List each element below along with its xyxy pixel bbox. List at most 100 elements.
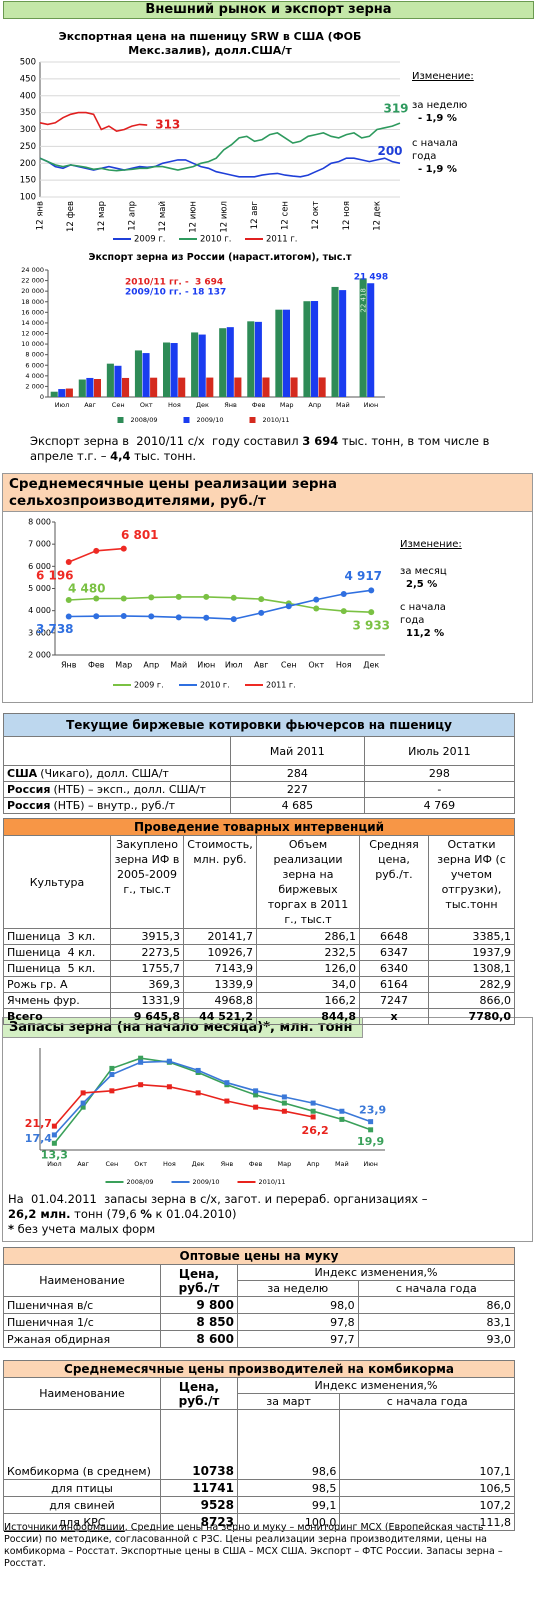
series-line: [68, 589, 372, 620]
bar: [275, 309, 283, 397]
value-label: 26,2: [302, 1124, 329, 1137]
text-run: *: [8, 1222, 15, 1236]
table-cell: для птицы: [3, 1479, 161, 1497]
table-row: Наименование Цена, руб./т Индекс изменения…: [3, 1377, 515, 1410]
text-run: тыс. тонн, в том числе в апреле т.г. –: [30, 434, 494, 463]
x-tick-label: Мар: [115, 661, 132, 670]
chart-title: Экспорт зерна из России (нараст.итогом),…: [88, 252, 352, 263]
legend-label: 2011 г.: [266, 235, 298, 245]
column-header: Стоимость, млн. руб.: [183, 835, 257, 929]
table-cell: х: [359, 1008, 429, 1025]
point: [281, 1108, 287, 1114]
table-cell: 98,6: [236, 1409, 341, 1480]
table-cell: 86,0: [357, 1296, 516, 1314]
column-header: Цена, руб./т: [160, 1377, 238, 1410]
x-tick-label: Сен: [105, 1160, 118, 1168]
table-cell: 9 800: [160, 1296, 238, 1314]
value-label: 3 738: [36, 622, 74, 636]
point: [148, 594, 155, 601]
value-label: 6 801: [121, 528, 159, 542]
value-label: 313: [155, 118, 180, 132]
y-tick-label: 5 000: [28, 584, 51, 593]
point: [281, 1100, 287, 1106]
legend-swatch: [117, 417, 124, 423]
bar: [106, 363, 114, 397]
table-cell: 44 521,2: [183, 1008, 257, 1025]
table-cell: 10738: [160, 1409, 238, 1480]
x-tick-label: Дек: [363, 661, 379, 670]
table-row: Пшеничная в/с 9 800 98,0 86,0: [3, 1296, 516, 1314]
table-cell: 232,5: [256, 944, 360, 961]
point: [65, 613, 72, 620]
table-cell: 8 600: [160, 1330, 238, 1348]
point: [195, 1090, 201, 1096]
point: [258, 596, 265, 603]
y-tick-label: 2 000: [25, 382, 44, 390]
export-chart: 0 2 000 4 000 6 000 8 000 10 000 12 000 14 000 1…: [21, 266, 388, 424]
note-item: - 1,9 %: [418, 113, 457, 124]
table-row: Пшеница 4 кл. 2273,5 10926,7 232,5 6347 1937,…: [3, 944, 515, 961]
y-tick-label: 3 000: [28, 628, 51, 637]
table-cell: Ржаная обдирная: [3, 1330, 161, 1348]
table-cell: 4968,8: [183, 992, 257, 1009]
text-run: На 01.04.2011 запасы зерна в с/х, загот.…: [8, 1192, 432, 1206]
y-tick-label: 8 000: [25, 351, 44, 359]
legend-label: 2010 г.: [200, 681, 230, 690]
y-tick-label: 8 000: [28, 518, 51, 527]
table-cell: 6164: [359, 976, 429, 993]
point: [65, 597, 72, 604]
point: [195, 1067, 201, 1073]
y-tick-label: 7 000: [28, 540, 51, 549]
legend-label: 2009/10: [193, 1178, 220, 1186]
point: [313, 596, 320, 603]
y-tick-label: 24 000: [21, 266, 44, 274]
point: [339, 1108, 345, 1114]
point: [368, 1127, 374, 1133]
table-row: Комбикорма (в среднем) 10738 98,6 107,1: [3, 1409, 515, 1480]
bar: [58, 389, 66, 397]
column-header: Май 2011: [230, 736, 365, 766]
y-tick-label: 6 000: [25, 361, 44, 369]
point: [148, 613, 155, 620]
bar: [142, 353, 150, 397]
point: [340, 591, 347, 598]
table-cell: 83,1: [357, 1313, 516, 1331]
table-row: для свиней 9528 99,1 107,2: [3, 1496, 515, 1514]
section-box: Среднемесячные цены реализации зерна сел…: [2, 473, 533, 703]
table-row: Россия (НТБ) – внутр., руб./т 4 685 4 769: [3, 797, 516, 814]
table-cell: 99,1: [236, 1496, 341, 1514]
series-line: [39, 111, 148, 133]
text-run: к 01.04.2010): [151, 1207, 237, 1221]
row-header: США (Чикаго), долл. США/т: [3, 765, 231, 782]
point: [93, 613, 100, 620]
x-tick-label: Дек: [196, 401, 209, 409]
legend-label: 2008/09: [131, 416, 158, 424]
chart-title: Экспортная цена на пшеницу SRW в США (ФО…: [58, 30, 362, 57]
bar: [50, 391, 58, 397]
point: [120, 545, 127, 552]
table-cell: для свиней: [3, 1496, 161, 1514]
point: [138, 1082, 144, 1088]
x-tick-label: Окт: [134, 1160, 147, 1168]
point: [253, 1104, 259, 1110]
point: [175, 614, 182, 621]
table-title: Текущие биржевые котировки фьючерсов на …: [3, 713, 515, 737]
table-cell: 7143,9: [183, 960, 257, 977]
point: [230, 594, 237, 601]
column-header: Цена, руб./т: [160, 1264, 238, 1297]
point: [224, 1098, 230, 1104]
bar: [318, 377, 326, 397]
bar: [191, 332, 199, 397]
table-cell: 166,2: [256, 992, 360, 1009]
table-row: США (Чикаго), долл. США/т 284 298: [3, 765, 516, 782]
table-cell: 106,5: [339, 1479, 515, 1497]
value-label: 4 480: [68, 582, 106, 596]
table-cell: 1331,9: [110, 992, 184, 1009]
bar: [65, 388, 73, 397]
point: [368, 1119, 374, 1125]
y-tick-label: 350: [20, 108, 36, 118]
table-row: Оптовые цены на муку: [3, 1247, 515, 1265]
table-cell: 100,0: [236, 1513, 341, 1531]
series-line: [39, 122, 401, 172]
x-tick-label: 12 ноя: [342, 201, 352, 230]
